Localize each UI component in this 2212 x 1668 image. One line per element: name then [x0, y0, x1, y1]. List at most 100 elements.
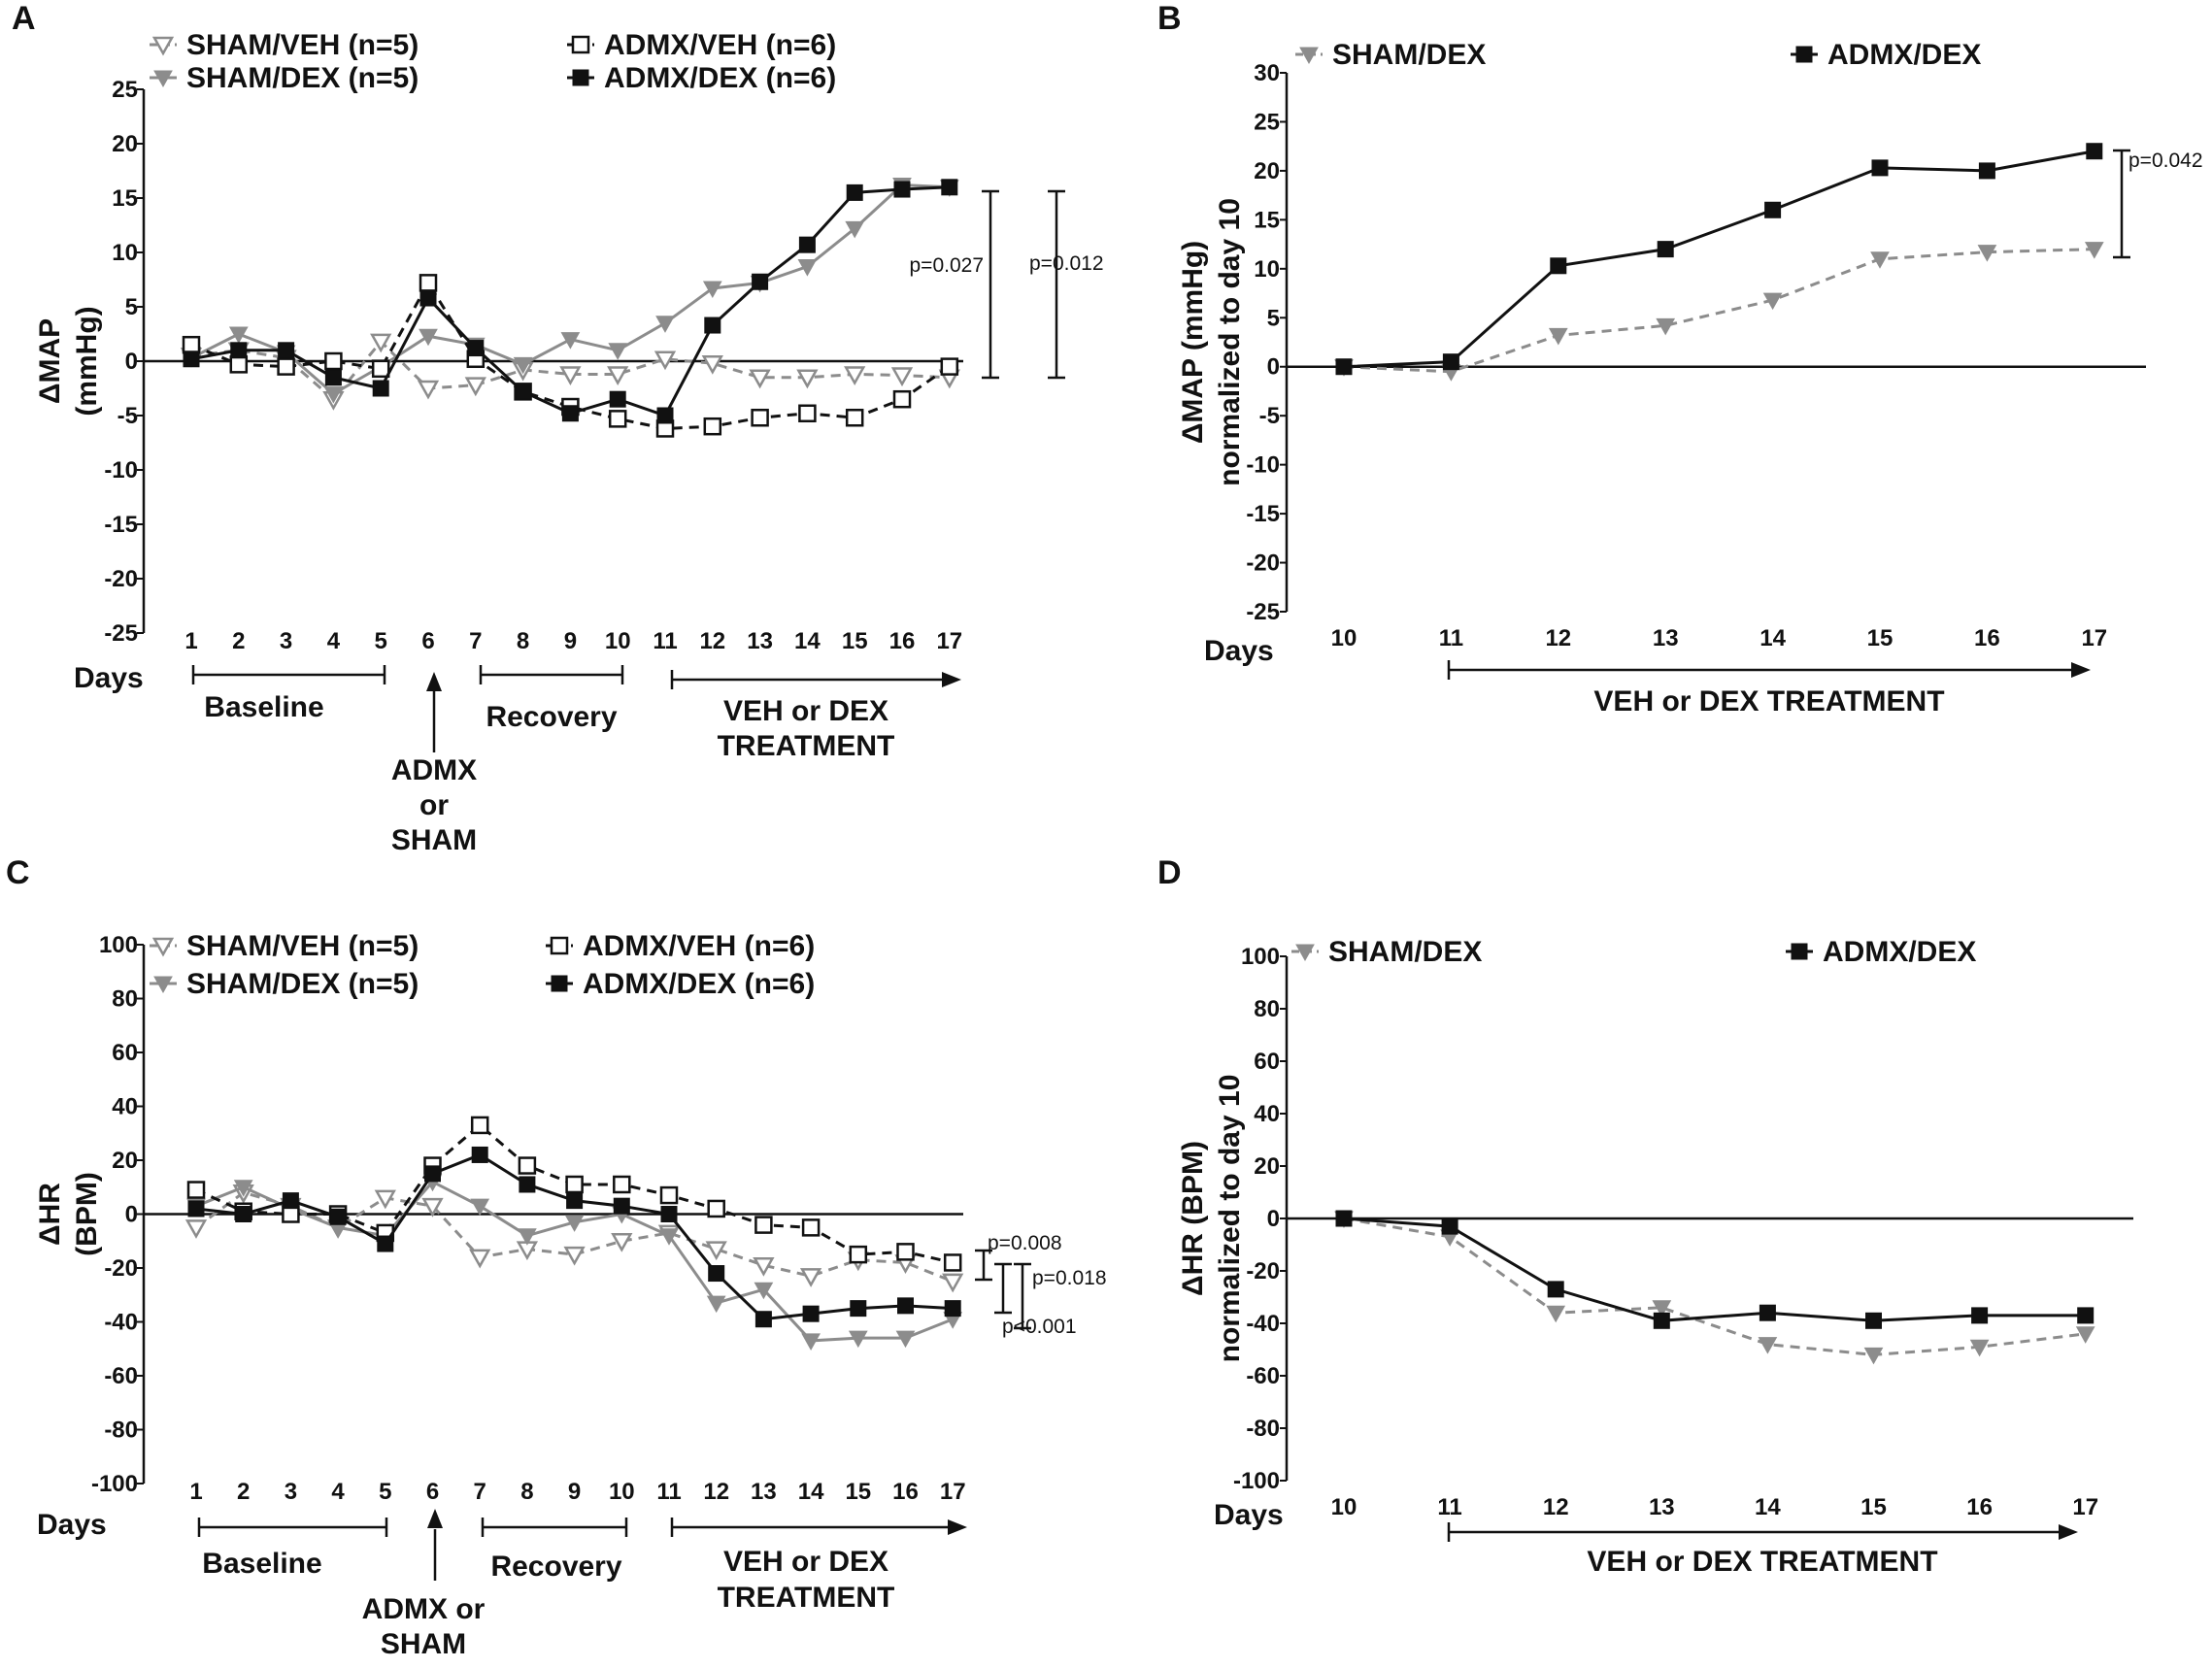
marker-square-filled: [1335, 1210, 1353, 1227]
y-tick-label: -20: [1246, 1258, 1280, 1284]
series-line: [190, 339, 950, 402]
marker-triangle-open: [611, 1233, 633, 1252]
marker-square-filled: [324, 369, 342, 386]
x-tick-label: 2: [237, 1479, 250, 1505]
marker-square-filled: [893, 181, 911, 198]
legend: SHAM/VEH (n=5)SHAM/DEX (n=5) ADMX/VEH (n=…: [150, 29, 836, 94]
series-sham-dex: [1334, 1211, 2095, 1365]
marker-triangle-filled: [797, 259, 818, 277]
marker-square-filled: [941, 179, 958, 196]
marker-square-open: [659, 1185, 679, 1205]
marker-square-open: [703, 417, 722, 436]
x-tick-label: 17: [2072, 1494, 2098, 1520]
marker-triangle-filled: [1295, 944, 1315, 962]
marker-square-filled: [561, 405, 579, 422]
marker-square-filled: [1971, 1307, 1989, 1324]
arrow-head: [942, 672, 961, 687]
marker-square-filled: [1759, 1304, 1776, 1321]
y-axis-label-line: ΔMAP: [34, 318, 66, 404]
y-tick-label: 15: [112, 185, 138, 212]
x-tick-label: 4: [327, 628, 341, 654]
y-axis-label-line: ΔHR: [34, 1183, 66, 1246]
y-tick-label: -40: [1246, 1311, 1280, 1337]
y-axis-label-line: ΔHR (BPM): [1177, 1141, 1209, 1296]
series-line: [1343, 150, 2095, 369]
x-tick-label: 3: [280, 628, 292, 654]
x-tick-label: 7: [469, 628, 482, 654]
marker-square-filled: [944, 1300, 961, 1318]
marker-square-filled: [515, 383, 532, 400]
y-tick-label: 0: [125, 1202, 138, 1228]
period-label-recovery: Recovery: [490, 1551, 621, 1583]
marker-triangle-filled: [655, 316, 675, 333]
marker-square-open: [798, 404, 817, 423]
panel-d: D 100 80 60 40 20 0 -20 -40 -60 -80 -100 ΔHR (BPM) no…: [1157, 854, 2133, 1531]
period-label-treatment: VEH or DEX: [723, 1546, 888, 1578]
marker-triangle-filled: [1870, 251, 1890, 269]
period-label-recovery: Recovery: [486, 701, 617, 733]
series-admx-dex: [1335, 143, 2103, 376]
marker-square-filled: [566, 1192, 584, 1210]
period-label-baseline: Baseline: [204, 691, 323, 723]
marker-square-filled: [187, 1200, 205, 1218]
x-tick-label: 14: [1755, 1494, 1781, 1520]
x-tick-label: 15: [845, 1479, 871, 1505]
treatment-label: VEH or DEX TREATMENT: [1593, 685, 1944, 717]
period-label-treatment: TREATMENT: [718, 730, 895, 762]
marker-triangle-open: [701, 354, 723, 375]
marker-triangle-filled: [1969, 1339, 1990, 1357]
marker-triangle-filled: [608, 343, 628, 360]
series-admx-dex: [1335, 1210, 2095, 1329]
y-tick-label: -80: [104, 1418, 138, 1444]
marker-square-open: [754, 1216, 773, 1234]
marker-square-filled: [1550, 257, 1567, 275]
x-tick-label: 6: [421, 628, 434, 654]
marker-square-filled: [754, 1311, 772, 1328]
x-tick-label: 12: [1543, 1494, 1569, 1520]
x-tick-label: 1: [184, 628, 197, 654]
y-tick-label: 5: [1267, 305, 1280, 331]
x-tick-label: 3: [285, 1479, 297, 1505]
x-tick-label: 7: [474, 1479, 486, 1505]
x-tick-label: 15: [842, 628, 868, 654]
y-axis-label: ΔHR (BPM) normalized to day 10: [1177, 1075, 1246, 1363]
x-tick-label: 11: [1439, 625, 1463, 651]
panel-label: B: [1157, 0, 1182, 37]
y-tick-label: 30: [1254, 60, 1280, 86]
legend-label: ADMX/DEX (n=6): [583, 968, 815, 1000]
marker-triangle-filled: [895, 1330, 916, 1349]
marker-triangle-open: [753, 1256, 775, 1277]
marker-triangle-open: [421, 1197, 444, 1218]
marker-triangle-open: [464, 377, 486, 397]
x-tick-label: 8: [517, 628, 529, 654]
marker-square-filled: [1791, 943, 1808, 960]
series-sham-dex: [1334, 242, 2104, 382]
marker-square-open: [571, 35, 590, 54]
surgery-label: or: [419, 789, 449, 821]
marker-square-open: [419, 274, 438, 292]
arrow-head: [2071, 662, 2091, 678]
marker-triangle-filled: [2075, 1326, 2095, 1344]
p-value: p=0.018: [1032, 1267, 1107, 1289]
x-tick-label: 17: [940, 1479, 966, 1505]
p-value: p=0.008: [988, 1232, 1062, 1254]
marker-square-filled: [572, 69, 589, 86]
marker-square-filled: [798, 236, 816, 253]
y-tick-label: -15: [1246, 501, 1280, 527]
marker-square-filled: [471, 1146, 488, 1163]
y-tick-label: 20: [112, 1148, 138, 1174]
y-tick-label: 20: [112, 131, 138, 157]
marker-square-open: [324, 351, 343, 371]
x-tick-label: 5: [379, 1479, 391, 1505]
y-tick-label: 40: [1254, 1101, 1280, 1127]
x-axis-label: Days: [74, 662, 144, 694]
legend-label: SHAM/DEX (n=5): [186, 968, 419, 1000]
y-tick-label: -20: [104, 566, 138, 592]
x-tick-label: 16: [892, 1479, 919, 1505]
y-tick-label: -5: [117, 403, 138, 429]
marker-triangle-filled: [228, 326, 249, 345]
marker-triangle-open: [374, 1189, 396, 1210]
marker-square-open: [751, 408, 769, 427]
marker-square-filled: [1653, 1312, 1670, 1329]
